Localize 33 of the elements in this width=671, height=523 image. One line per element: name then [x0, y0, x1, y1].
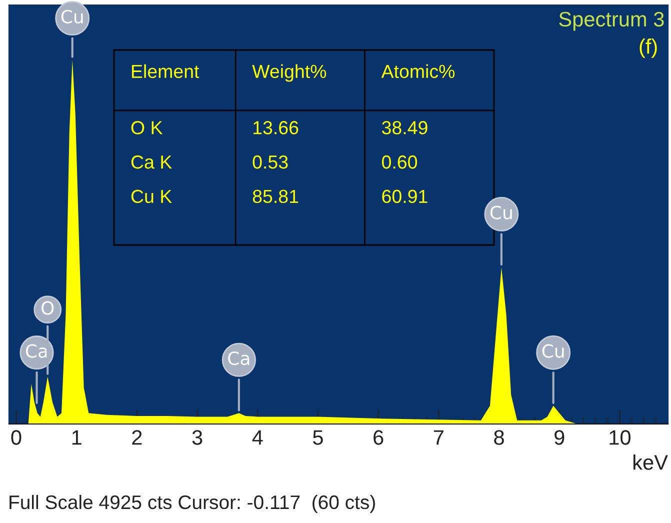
x-tick-label: 2	[132, 430, 142, 445]
annotation: Element	[132, 64, 200, 78]
chart-subtitle: (f)	[640, 38, 657, 58]
x-tick-label: 1	[72, 430, 82, 445]
x-tick-label: 4	[252, 430, 263, 445]
annotation: Cu K	[131, 190, 172, 204]
annotation: Ca	[228, 351, 250, 366]
annotation: O K	[131, 121, 163, 134]
annotation: 0.60	[382, 155, 418, 169]
x-tick-label: 9	[554, 430, 564, 445]
x-tick-label: 3	[192, 430, 202, 445]
annotation: Atomic%	[381, 64, 455, 78]
annotation: 60.91	[382, 190, 428, 204]
annotation: Weight%	[252, 64, 326, 82]
annotation: Cu	[490, 206, 512, 220]
annotation: Ca	[26, 344, 47, 358]
x-tick-label: 5	[313, 430, 323, 445]
annotation: 0.53	[252, 155, 288, 169]
annotation: Cu	[542, 344, 564, 358]
x-tick-label: 6	[374, 430, 384, 445]
annotation: Cu	[61, 10, 83, 24]
x-tick-label: 7	[434, 430, 444, 445]
text: Full Scale 4925 cts Cursor: -0.117 (60 cts)	[10, 494, 375, 513]
chart-title: Spectrum 3	[559, 12, 664, 31]
annotation: Ca K	[131, 155, 172, 169]
annotation: 85.81	[252, 190, 298, 204]
annotation: 13.66	[254, 121, 298, 134]
x-axis-title: keV	[634, 454, 668, 470]
x-tick-label: 8	[494, 430, 504, 445]
x-tick-label: 0	[11, 430, 22, 445]
x-tick-label: 10	[610, 430, 630, 445]
annotation: 38.49	[382, 121, 428, 134]
annotation: O	[42, 301, 54, 315]
